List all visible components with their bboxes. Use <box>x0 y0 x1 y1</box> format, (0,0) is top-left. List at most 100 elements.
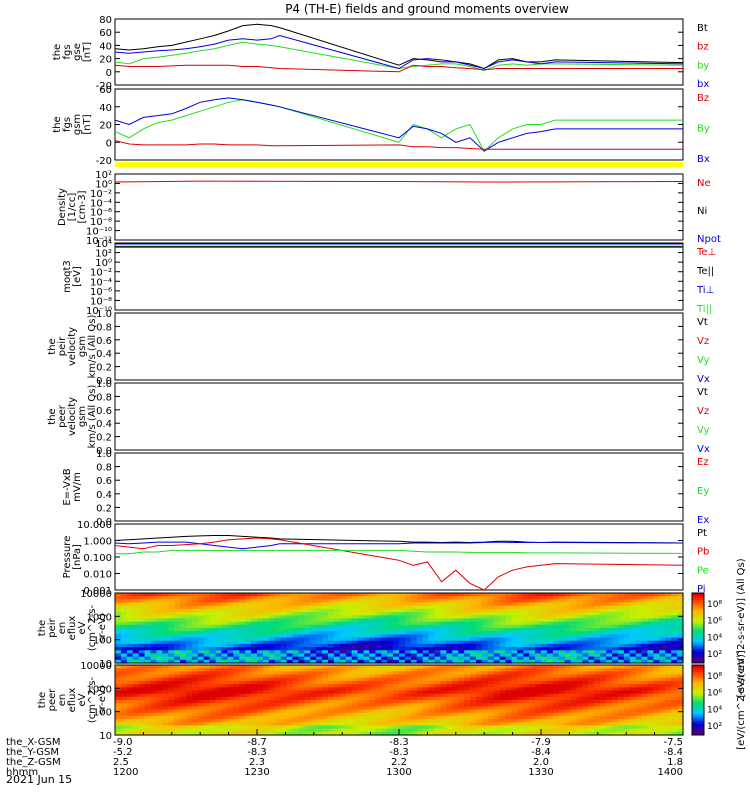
heatmap-cell <box>203 653 211 658</box>
heatmap-cell <box>180 608 187 613</box>
heatmap-cell <box>422 634 430 639</box>
heatmap-cell <box>552 677 560 682</box>
heatmap-cell <box>115 653 122 658</box>
heatmap-cell <box>215 618 223 623</box>
heatmap-cell <box>221 653 229 658</box>
heatmap-cell <box>458 668 465 672</box>
heatmap-cell <box>150 624 158 629</box>
heatmap-cell <box>310 725 317 730</box>
heatmap-cell <box>446 725 453 730</box>
legend-entry: Ez <box>697 457 709 468</box>
heatmap-cell <box>541 643 548 648</box>
heatmap-cell <box>570 596 578 600</box>
heatmap-cell <box>446 696 453 701</box>
heatmap-cell <box>428 725 436 730</box>
heatmap-cell <box>416 624 424 629</box>
heatmap-cell <box>328 703 335 707</box>
heatmap-cell <box>671 680 678 685</box>
heatmap-cell <box>487 612 495 616</box>
heatmap-cell <box>197 677 205 682</box>
colorbar-segment <box>692 623 704 627</box>
heatmap-cell <box>322 643 329 648</box>
heatmap-cell <box>115 680 122 685</box>
heatmap-cell <box>641 709 649 714</box>
heatmap-cell <box>523 612 530 616</box>
heatmap-cell <box>641 700 649 704</box>
heatmap-cell <box>333 605 341 610</box>
y-axis-label: sr-eV) <box>97 685 108 714</box>
heatmap-cell <box>375 659 382 664</box>
heatmap-cell <box>333 731 341 736</box>
heatmap-cell <box>422 715 430 720</box>
heatmap-cell <box>239 700 246 704</box>
heatmap-cell <box>162 615 169 620</box>
heatmap-cell <box>262 696 270 701</box>
heatmap-cell <box>446 731 453 736</box>
heatmap-cell <box>523 628 530 632</box>
heatmap-cell <box>215 700 223 704</box>
heatmap-cell <box>493 602 501 607</box>
heatmap-cell <box>144 650 152 655</box>
heatmap-cell <box>233 618 240 623</box>
heatmap-cell <box>310 615 317 620</box>
heatmap-cell <box>369 674 376 679</box>
heatmap-cell <box>399 656 406 661</box>
heatmap-cell <box>564 640 572 645</box>
heatmap-cell <box>304 715 311 720</box>
heatmap-cell <box>623 621 631 626</box>
heatmap-cell <box>677 728 684 733</box>
heatmap-cell <box>310 719 317 723</box>
heatmap-cell <box>209 668 217 672</box>
heatmap-cell <box>345 618 353 623</box>
heatmap-cell <box>333 618 341 623</box>
heatmap-cell <box>339 650 347 655</box>
heatmap-cell <box>239 728 246 733</box>
heatmap-cell <box>322 731 329 736</box>
heatmap-cell <box>268 640 276 645</box>
heatmap-cell <box>197 621 205 626</box>
heatmap-cell <box>156 593 163 597</box>
heatmap-cell <box>511 653 518 658</box>
heatmap-cell <box>310 674 317 679</box>
heatmap-cell <box>493 709 501 714</box>
heatmap-cell <box>239 650 246 655</box>
heatmap-cell <box>570 674 578 679</box>
heatmap-cell <box>393 612 400 616</box>
heatmap-cell <box>381 725 388 730</box>
heatmap-cell <box>594 618 601 623</box>
heatmap-cell <box>570 593 578 597</box>
heatmap-cell <box>150 719 158 723</box>
heatmap-cell <box>268 615 276 620</box>
heatmap-cell <box>126 656 134 661</box>
heatmap-cell <box>186 612 193 616</box>
heatmap-cell <box>470 637 477 642</box>
heatmap-cell <box>647 731 655 736</box>
heatmap-cell <box>180 687 187 692</box>
heatmap-cell <box>251 608 258 613</box>
heatmap-cell <box>351 631 359 635</box>
heatmap-cell <box>174 602 181 607</box>
heatmap-cell <box>215 593 223 597</box>
heatmap-cell <box>546 599 554 604</box>
heatmap-cell <box>286 640 294 645</box>
heatmap-cell <box>428 631 436 635</box>
heatmap-cell <box>535 624 542 629</box>
heatmap-cell <box>393 709 400 714</box>
heatmap-cell <box>612 725 619 730</box>
orbit-row-label: the_X-GSM <box>6 737 60 748</box>
heatmap-cell <box>606 665 613 669</box>
heatmap-cell <box>446 693 453 698</box>
heatmap-cell <box>635 680 643 685</box>
heatmap-cell <box>541 599 548 604</box>
heatmap-cell <box>582 621 589 626</box>
heatmap-cell <box>677 690 684 695</box>
heatmap-cell <box>120 605 128 610</box>
heatmap-cell <box>434 659 442 664</box>
heatmap-cell <box>174 706 181 711</box>
heatmap-cell <box>576 659 584 664</box>
heatmap-cell <box>156 680 163 685</box>
heatmap-cell <box>552 653 560 658</box>
heatmap-cell <box>464 684 471 688</box>
heatmap-cell <box>239 696 246 701</box>
heatmap-cell <box>458 593 465 597</box>
